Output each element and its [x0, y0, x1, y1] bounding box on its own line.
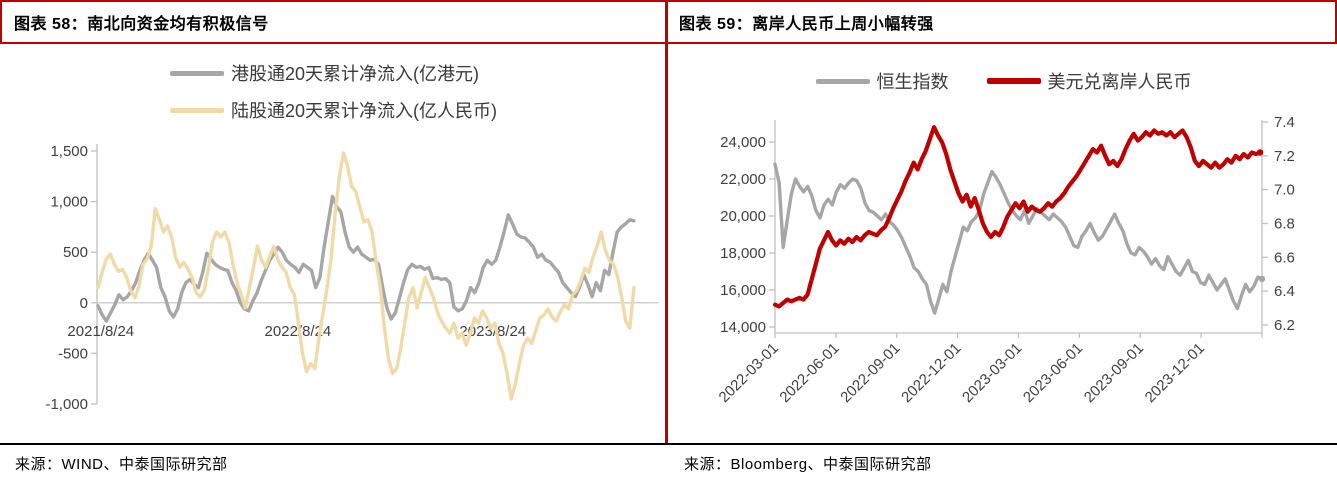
series-line	[772, 124, 1263, 309]
y-tick-label: 500	[63, 244, 88, 261]
x-tick-label: 2023-09-01	[1081, 340, 1147, 406]
panel-divider	[665, 0, 668, 443]
x-tick-label: 2023-12-01	[1142, 340, 1208, 406]
y-tick-label: -500	[58, 345, 88, 362]
figure-59-source: 来源：Bloomberg、中泰国际研究部	[684, 456, 932, 473]
y-right-tick-label: 6.2	[1274, 317, 1295, 334]
y-tick-label: 1,500	[50, 143, 88, 160]
figure-59-title-cell: 图表 59：离岸人民币上周小幅转强	[665, 0, 1337, 44]
figure-59-chart-panel: 24,000 22,000 20,000 18,000 16,000 14,000 7.4 7…	[670, 44, 1337, 443]
x-tick-label: 2022-09-01	[837, 340, 903, 406]
x-tick-label: 2023/8/24	[459, 323, 526, 340]
y-left-tick-label: 20,000	[720, 208, 766, 225]
y-right-tick-label: 6.4	[1274, 283, 1295, 300]
x-tick-label: 2023-03-01	[959, 340, 1025, 406]
x-tick-label: 2021/8/24	[67, 323, 134, 340]
y-right-tick-label: 6.6	[1274, 249, 1295, 266]
x-tick-label: 2022-06-01	[776, 340, 842, 406]
y-left-tick-label: 24,000	[720, 134, 766, 151]
figure-58-title: 图表 58：南北向资金均有积极信号	[14, 16, 269, 33]
figure-59-chart-svg: 24,000 22,000 20,000 18,000 16,000 14,000 7.4 7…	[716, 114, 1295, 406]
y-right-tick-label: 7.0	[1274, 182, 1295, 199]
y-right-tick-label: 7.2	[1274, 148, 1295, 165]
footer-divider	[0, 443, 1337, 445]
series-end-marker	[1256, 149, 1264, 156]
y-right-tick-label: 6.8	[1274, 216, 1295, 233]
y-tick-label: 1,000	[50, 194, 88, 211]
y-right-tick-label: 7.4	[1274, 114, 1295, 131]
y-left-tick-label: 14,000	[720, 319, 766, 336]
x-tick-label: 2022-03-01	[716, 340, 782, 406]
series-end-marker	[1258, 275, 1266, 283]
figure-58-title-cell: 图表 58：南北向资金均有积极信号	[0, 0, 667, 44]
series-line	[96, 151, 636, 401]
y-tick-label: -1,000	[45, 396, 88, 413]
y-left-tick-label: 18,000	[720, 245, 766, 262]
series-line	[773, 162, 1264, 315]
y-left-tick-label: 22,000	[720, 171, 766, 188]
x-tick-label: 2022-12-01	[898, 340, 964, 406]
figure-58-source: 来源：WIND、中泰国际研究部	[15, 456, 228, 473]
figure-59-title: 图表 59：离岸人民币上周小幅转强	[679, 16, 934, 33]
x-tick-label: 2023-06-01	[1020, 340, 1086, 406]
y-left-tick-label: 16,000	[720, 282, 766, 299]
y-tick-label: 0	[80, 295, 88, 312]
series-line	[96, 194, 636, 323]
figure-58-chart-panel: 1,500 1,000 500 0 -500 -1,000 2021/8/24 2022/8/…	[0, 44, 667, 443]
